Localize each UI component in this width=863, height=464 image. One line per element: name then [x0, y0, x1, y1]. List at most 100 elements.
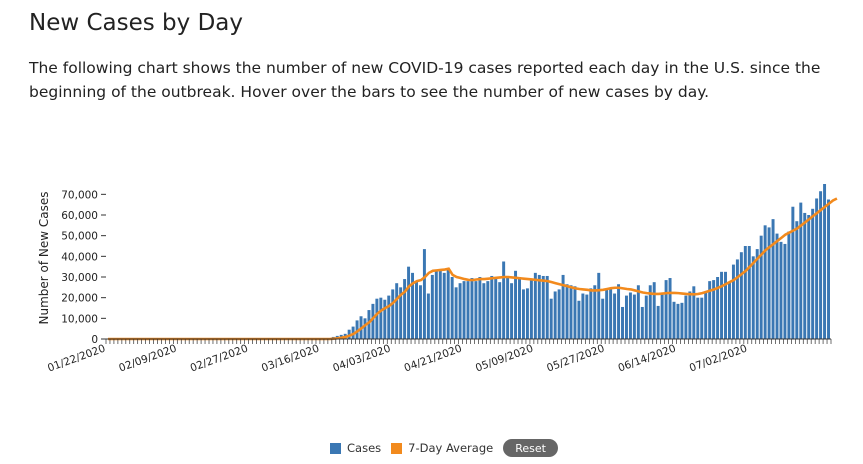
case-bar[interactable] [545, 275, 549, 339]
case-bar[interactable] [739, 252, 743, 339]
case-bar[interactable] [767, 227, 771, 339]
case-bar[interactable] [561, 274, 565, 339]
case-bar[interactable] [418, 285, 422, 339]
case-bar[interactable] [422, 249, 426, 339]
case-bar[interactable] [648, 285, 652, 339]
case-bar[interactable] [585, 294, 589, 339]
case-bar[interactable] [632, 294, 636, 339]
case-bar[interactable] [383, 299, 387, 339]
case-bar[interactable] [621, 306, 624, 339]
case-bar[interactable] [791, 206, 795, 339]
case-bar[interactable] [720, 271, 724, 339]
case-bar[interactable] [676, 303, 680, 339]
case-bar[interactable] [747, 246, 751, 339]
case-bar[interactable] [640, 306, 644, 339]
case-bar[interactable] [624, 295, 628, 339]
case-bar[interactable] [478, 277, 482, 339]
case-bar[interactable] [688, 291, 692, 339]
case-bar[interactable] [494, 277, 498, 339]
case-bar[interactable] [779, 241, 783, 339]
case-bar[interactable] [371, 303, 375, 339]
case-bar[interactable] [490, 275, 494, 339]
case-bar[interactable] [462, 281, 466, 339]
case-bar[interactable] [446, 268, 450, 339]
case-bar[interactable] [743, 246, 747, 339]
case-bar[interactable] [537, 274, 541, 339]
case-bar[interactable] [727, 282, 731, 339]
case-bar[interactable] [438, 270, 442, 339]
case-bar[interactable] [795, 221, 799, 339]
case-bar[interactable] [617, 284, 621, 339]
case-bar[interactable] [605, 289, 609, 339]
case-bar[interactable] [557, 289, 561, 339]
case-bar[interactable] [652, 282, 656, 339]
case-bar[interactable] [525, 288, 529, 339]
case-bar[interactable] [775, 233, 779, 339]
case-bar[interactable] [407, 266, 411, 339]
case-bar[interactable] [759, 235, 763, 339]
case-bar[interactable] [367, 310, 371, 339]
case-bar[interactable] [450, 277, 454, 339]
case-bar[interactable] [434, 270, 438, 339]
case-bar[interactable] [684, 295, 688, 339]
case-bar[interactable] [347, 329, 351, 339]
case-bar[interactable] [541, 275, 545, 339]
case-bar[interactable] [466, 281, 470, 339]
case-bar[interactable] [704, 292, 708, 340]
case-bar[interactable] [498, 282, 502, 339]
case-bar[interactable] [581, 293, 585, 339]
case-bar[interactable] [379, 297, 383, 339]
case-bar[interactable] [573, 286, 577, 339]
case-bar[interactable] [375, 298, 379, 339]
case-bar[interactable] [668, 278, 672, 339]
case-bar[interactable] [815, 198, 819, 339]
case-bar[interactable] [426, 293, 430, 339]
case-bar[interactable] [387, 295, 391, 339]
case-bar[interactable] [601, 298, 605, 339]
case-bar[interactable] [708, 281, 712, 339]
case-bar[interactable] [506, 277, 510, 339]
case-bar[interactable] [827, 199, 830, 340]
case-bar[interactable] [553, 291, 557, 339]
case-bar[interactable] [474, 281, 478, 339]
case-bar[interactable] [751, 256, 755, 339]
case-bar[interactable] [660, 294, 664, 339]
case-bar[interactable] [628, 292, 632, 340]
case-bar[interactable] [680, 302, 684, 339]
case-bar[interactable] [577, 300, 581, 339]
case-bar[interactable] [411, 272, 415, 339]
case-bar[interactable] [656, 305, 660, 339]
case-bar[interactable] [613, 293, 617, 339]
case-bar[interactable] [664, 280, 668, 339]
case-bar[interactable] [783, 243, 787, 339]
case-bar[interactable] [569, 285, 573, 339]
case-bar[interactable] [399, 287, 403, 339]
case-bar[interactable] [787, 231, 791, 339]
case-bar[interactable] [807, 215, 811, 339]
case-bar[interactable] [510, 283, 514, 339]
case-bar[interactable] [696, 297, 700, 339]
case-bar[interactable] [589, 288, 593, 339]
case-bar[interactable] [514, 270, 518, 339]
case-bar[interactable] [735, 259, 739, 339]
case-bar[interactable] [533, 272, 537, 339]
case-bar[interactable] [415, 281, 418, 339]
case-bar[interactable] [565, 284, 569, 339]
case-bar[interactable] [700, 297, 704, 339]
case-bar[interactable] [692, 286, 696, 339]
case-bar[interactable] [486, 281, 490, 339]
case-bar[interactable] [724, 271, 727, 339]
case-bar[interactable] [771, 219, 775, 339]
case-bar[interactable] [803, 212, 807, 339]
case-bar[interactable] [521, 289, 525, 339]
case-bar[interactable] [458, 283, 462, 339]
case-bar[interactable] [636, 285, 640, 339]
case-bar[interactable] [482, 283, 486, 339]
legend-cases[interactable]: Cases [330, 441, 381, 455]
case-bar[interactable] [518, 277, 521, 339]
case-bar[interactable] [811, 208, 815, 339]
case-bar[interactable] [731, 264, 735, 339]
legend-average[interactable]: 7-Day Average [391, 441, 493, 455]
case-bar[interactable] [609, 289, 613, 339]
case-bar[interactable] [755, 249, 759, 339]
